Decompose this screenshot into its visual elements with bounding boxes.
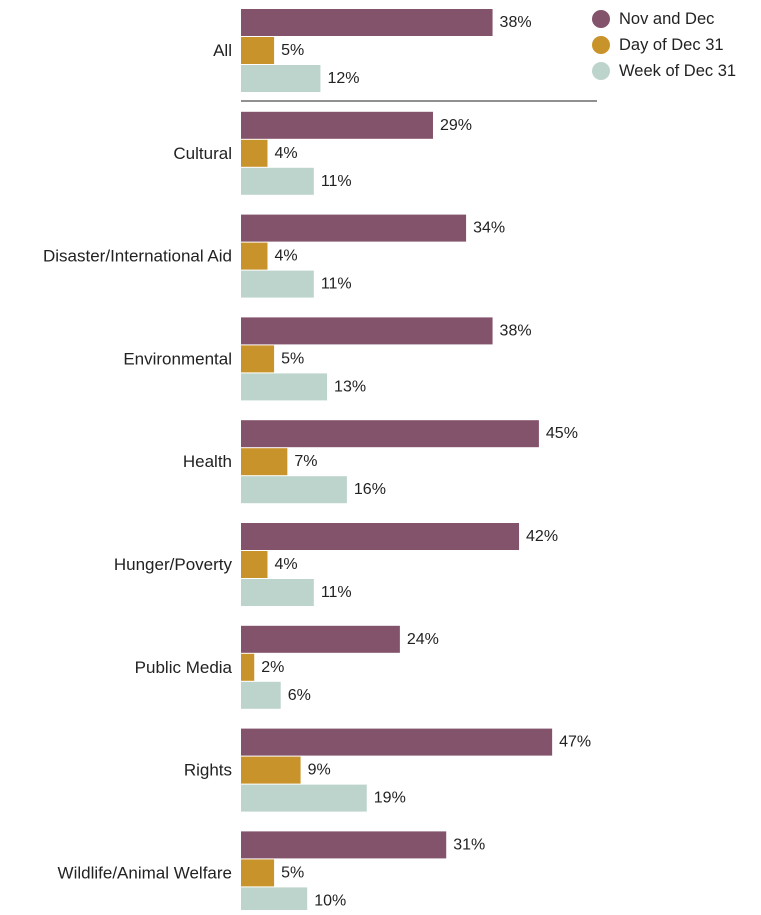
bar-all-week-of-dec-31: [241, 65, 321, 92]
data-label-rights-week-of-dec-31: 19%: [374, 790, 406, 807]
bar-disaster-international-aid-nov-and-dec: [241, 214, 467, 242]
data-label-cultural-nov-and-dec: 29%: [440, 117, 472, 134]
data-label-rights-nov-and-dec: 47%: [559, 734, 591, 751]
legend-marker-nov-and-dec: [592, 10, 610, 28]
data-label-health-nov-and-dec: 45%: [546, 425, 578, 442]
data-label-disaster-international-aid-week-of-dec-31: 11%: [321, 276, 352, 293]
data-label-health-day-of-dec-31: 7%: [294, 453, 317, 470]
data-label-public-media-nov-and-dec: 24%: [407, 631, 439, 648]
legend-label-day-of-dec-31: Day of Dec 31: [619, 36, 724, 54]
bar-all-day-of-dec-31: [241, 37, 275, 64]
bar-rights-nov-and-dec: [241, 728, 553, 756]
bar-public-media-nov-and-dec: [241, 625, 400, 653]
data-label-wildlife-animal-welfare-week-of-dec-31: 10%: [314, 892, 346, 909]
data-label-hunger-poverty-nov-and-dec: 42%: [526, 528, 558, 545]
data-label-disaster-international-aid-day-of-dec-31: 4%: [274, 248, 297, 265]
bar-cultural-day-of-dec-31: [241, 139, 268, 167]
category-label-health: Health: [183, 452, 232, 471]
data-label-all-day-of-dec-31: 5%: [281, 42, 304, 59]
bar-wildlife-animal-welfare-week-of-dec-31: [241, 887, 308, 915]
bar-environmental-nov-and-dec: [241, 317, 493, 345]
legend-label-week-of-dec-31: Week of Dec 31: [619, 62, 736, 80]
category-label-hunger-poverty: Hunger/Poverty: [114, 555, 233, 574]
data-label-cultural-week-of-dec-31: 11%: [321, 173, 352, 190]
bar-health-nov-and-dec: [241, 420, 539, 448]
data-label-hunger-poverty-day-of-dec-31: 4%: [274, 556, 297, 573]
bar-all-nov-and-dec: [241, 9, 493, 36]
data-label-disaster-international-aid-nov-and-dec: 34%: [473, 220, 505, 237]
bar-public-media-week-of-dec-31: [241, 681, 281, 709]
data-label-public-media-week-of-dec-31: 6%: [288, 687, 311, 704]
bar-rights-day-of-dec-31: [241, 756, 301, 784]
bar-hunger-poverty-day-of-dec-31: [241, 551, 268, 578]
data-label-all-nov-and-dec: 38%: [500, 14, 532, 31]
legend-marker-week-of-dec-31: [592, 62, 610, 80]
category-label-rights: Rights: [184, 761, 232, 780]
data-label-environmental-day-of-dec-31: 5%: [281, 350, 304, 367]
category-label-disaster-international-aid: Disaster/International Aid: [43, 247, 232, 266]
category-label-public-media: Public Media: [135, 658, 233, 677]
bar-disaster-international-aid-day-of-dec-31: [241, 242, 268, 270]
bar-health-week-of-dec-31: [241, 476, 347, 504]
legend-label-nov-and-dec: Nov and Dec: [619, 10, 714, 28]
bar-hunger-poverty-nov-and-dec: [241, 523, 520, 550]
data-label-all-week-of-dec-31: 12%: [327, 70, 359, 87]
bar-rights-week-of-dec-31: [241, 784, 367, 812]
category-label-environmental: Environmental: [123, 349, 232, 368]
category-label-all: All: [213, 41, 232, 60]
data-label-health-week-of-dec-31: 16%: [354, 481, 386, 498]
data-label-wildlife-animal-welfare-day-of-dec-31: 5%: [281, 864, 304, 881]
bar-environmental-day-of-dec-31: [241, 345, 275, 373]
data-label-public-media-day-of-dec-31: 2%: [261, 659, 284, 676]
category-label-wildlife-animal-welfare: Wildlife/Animal Welfare: [58, 863, 232, 882]
bar-wildlife-animal-welfare-nov-and-dec: [241, 831, 447, 859]
bar-health-day-of-dec-31: [241, 448, 288, 476]
bar-disaster-international-aid-week-of-dec-31: [241, 270, 314, 298]
bar-public-media-day-of-dec-31: [241, 653, 255, 681]
data-label-hunger-poverty-week-of-dec-31: 11%: [321, 584, 352, 601]
legend-marker-day-of-dec-31: [592, 36, 610, 54]
bar-environmental-week-of-dec-31: [241, 373, 328, 401]
category-label-cultural: Cultural: [173, 144, 232, 163]
bar-hunger-poverty-week-of-dec-31: [241, 579, 314, 606]
bar-cultural-week-of-dec-31: [241, 167, 314, 195]
data-label-cultural-day-of-dec-31: 4%: [274, 145, 297, 162]
bar-wildlife-animal-welfare-day-of-dec-31: [241, 859, 275, 887]
data-label-wildlife-animal-welfare-nov-and-dec: 31%: [453, 836, 485, 853]
data-label-rights-day-of-dec-31: 9%: [308, 762, 331, 779]
data-label-environmental-week-of-dec-31: 13%: [334, 378, 366, 395]
bar-cultural-nov-and-dec: [241, 111, 433, 139]
data-label-environmental-nov-and-dec: 38%: [500, 322, 532, 339]
